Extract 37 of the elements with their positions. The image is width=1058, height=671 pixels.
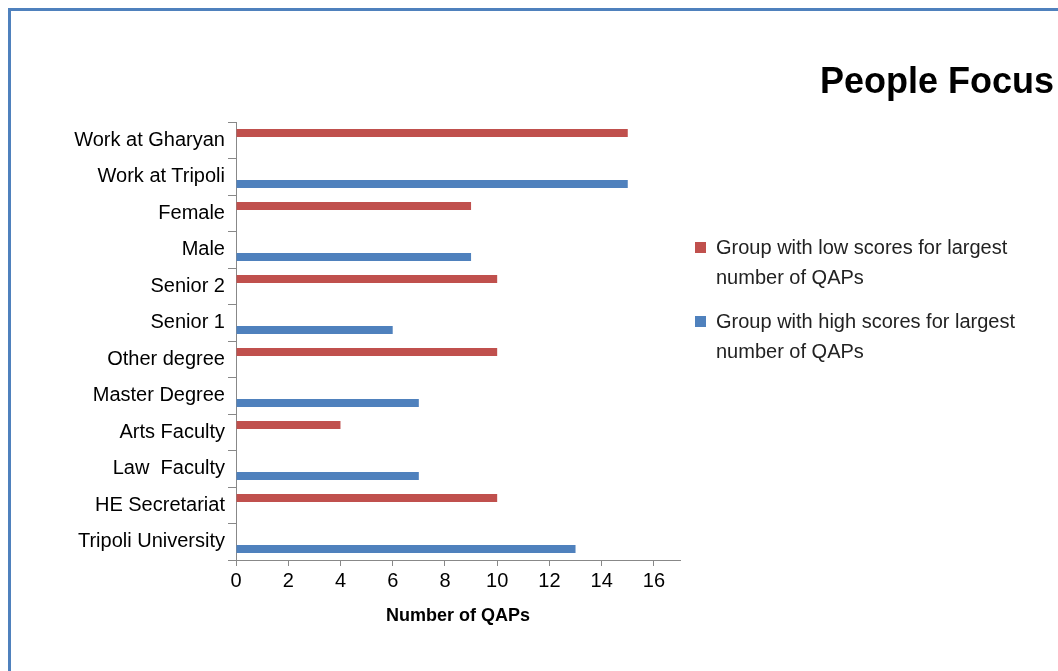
x-axis-title: Number of QAPs: [385, 605, 531, 626]
bar: [236, 420, 341, 429]
y-tick-label: Work at Gharyan: [74, 127, 225, 150]
bar: [236, 180, 628, 189]
bar: [236, 201, 472, 210]
bar: [236, 274, 498, 283]
y-tick-label: Other degree: [107, 346, 225, 369]
x-tick-label: 8: [439, 568, 451, 591]
y-tick-label: Law Faculty: [112, 456, 225, 479]
x-tick-label: 4: [334, 568, 347, 591]
x-tick-label: 2: [282, 568, 294, 591]
y-tick-label: Female: [158, 200, 225, 223]
y-tick-label: Senior 1: [150, 310, 225, 333]
bar: [236, 347, 498, 356]
bar: [236, 253, 472, 262]
bar: [236, 128, 628, 137]
y-tick-label: HE Secretariat: [94, 492, 226, 515]
bar: [236, 326, 393, 335]
bar: [236, 493, 498, 502]
y-tick-label: Tripoli University: [77, 529, 225, 552]
y-tick-label: Master Degree: [92, 383, 225, 406]
legend-label: Group with high scores for largest number of QAPs: [716, 309, 1017, 364]
x-tick-label: 16: [642, 568, 666, 591]
bar: [236, 399, 419, 408]
legend-label: Group with low scores for largest number of QAPs: [716, 235, 1009, 290]
bar: [236, 545, 576, 554]
x-tick-label: 0: [230, 568, 242, 591]
x-tick-label: 12: [538, 568, 561, 591]
x-tick-label: 6: [387, 568, 399, 591]
y-tick-label: Work at Tripoli: [97, 164, 225, 187]
y-tick-label: Male: [181, 237, 225, 260]
text: People Focus: [819, 60, 1054, 102]
y-tick-label: Senior 2: [150, 273, 225, 296]
x-tick-label: 14: [590, 568, 613, 591]
bar: [236, 472, 419, 481]
y-tick-label: Arts Faculty: [119, 419, 225, 442]
x-tick-label: 10: [486, 568, 509, 591]
